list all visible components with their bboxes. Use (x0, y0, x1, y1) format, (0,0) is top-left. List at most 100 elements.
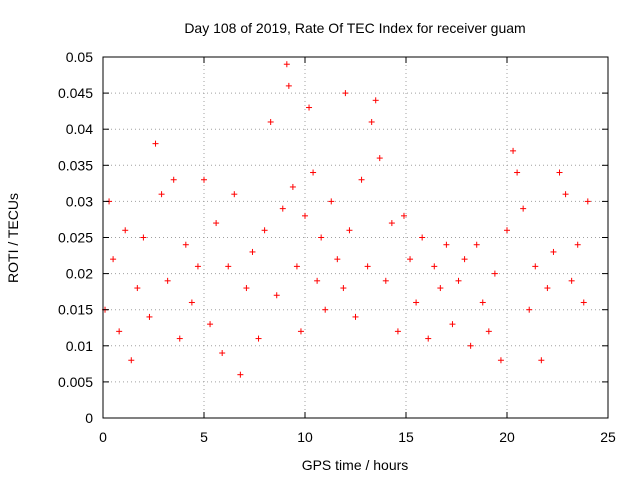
data-point (297, 328, 304, 335)
data-point (322, 306, 329, 313)
data-point (122, 227, 129, 234)
data-point (526, 306, 533, 313)
data-point (318, 234, 325, 241)
data-point (514, 169, 521, 176)
data-point (372, 97, 379, 104)
data-point (382, 277, 389, 284)
data-point (485, 328, 492, 335)
chart-title: Day 108 of 2019, Rate Of TEC Index for r… (184, 20, 525, 36)
data-point (293, 263, 300, 270)
data-point (538, 357, 545, 364)
data-point (243, 285, 250, 292)
data-point (152, 140, 159, 147)
data-point (394, 328, 401, 335)
data-point (461, 256, 468, 263)
x-axis-label: GPS time / hours (302, 457, 409, 473)
x-tick-label: 5 (200, 429, 208, 445)
data-point (544, 285, 551, 292)
data-point (314, 277, 321, 284)
data-point (467, 342, 474, 349)
y-tick-label: 0.03 (66, 193, 93, 209)
data-point (510, 147, 517, 154)
data-point (407, 256, 414, 263)
data-point (364, 263, 371, 270)
data-point (219, 350, 226, 357)
data-point (182, 241, 189, 248)
data-point (207, 321, 214, 328)
x-tick-label: 20 (499, 429, 515, 445)
data-point (279, 205, 286, 212)
data-point (473, 241, 480, 248)
data-point (419, 234, 426, 241)
data-point (568, 277, 575, 284)
data-point (455, 277, 462, 284)
data-point (358, 176, 365, 183)
data-point (556, 169, 563, 176)
data-point (328, 198, 335, 205)
data-point (346, 227, 353, 234)
data-point (352, 313, 359, 320)
data-point (342, 90, 349, 97)
data-point (532, 263, 539, 270)
data-point (128, 357, 135, 364)
data-point (289, 183, 296, 190)
y-tick-label: 0.015 (58, 302, 93, 318)
data-point (310, 169, 317, 176)
y-tick-label: 0.05 (66, 49, 93, 65)
y-tick-labels: 0 0.005 0.01 0.015 0.02 0.025 0.03 0.035 0.04 0.0… (58, 49, 93, 426)
data-point (562, 191, 569, 198)
y-tick-label: 0.025 (58, 230, 93, 246)
grid (103, 57, 608, 418)
data-point (213, 220, 220, 227)
data-point (425, 335, 432, 342)
data-point (267, 118, 274, 125)
data-point (443, 241, 450, 248)
data-point (285, 82, 292, 89)
data-point (376, 155, 383, 162)
data-point (273, 292, 280, 299)
y-tick-label: 0.02 (66, 266, 93, 282)
y-tick-label: 0.005 (58, 374, 93, 390)
data-point (110, 256, 117, 263)
y-tick-label: 0.01 (66, 338, 93, 354)
y-tick-label: 0 (85, 410, 93, 426)
data-point (176, 335, 183, 342)
data-points (102, 61, 591, 378)
data-point (255, 335, 262, 342)
data-point (497, 357, 504, 364)
y-tick-label: 0.04 (66, 121, 93, 137)
data-point (340, 285, 347, 292)
data-point (261, 227, 268, 234)
data-point (146, 313, 153, 320)
data-point (231, 191, 238, 198)
y-tick-label: 0.035 (58, 157, 93, 173)
data-point (388, 220, 395, 227)
data-point (283, 61, 290, 68)
data-point (302, 212, 308, 219)
axis-ticks (102, 56, 609, 419)
data-point (400, 212, 407, 219)
data-point (201, 176, 207, 183)
data-point (574, 241, 581, 248)
x-tick-label: 10 (297, 429, 313, 445)
data-point (164, 277, 171, 284)
data-point (249, 248, 256, 255)
data-point (437, 285, 444, 292)
data-point (225, 263, 232, 270)
data-point (334, 256, 341, 263)
data-point (580, 299, 587, 306)
x-tick-labels: 0 5 10 15 20 25 (99, 429, 616, 445)
data-point (194, 263, 201, 270)
x-tick-label: 15 (398, 429, 414, 445)
y-tick-label: 0.045 (58, 85, 93, 101)
data-point (504, 227, 510, 234)
data-point (431, 263, 438, 270)
x-tick-label: 0 (99, 429, 107, 445)
data-point (449, 321, 456, 328)
data-point (368, 118, 375, 125)
data-point (479, 299, 486, 306)
data-point (306, 104, 313, 111)
data-point (491, 270, 498, 277)
